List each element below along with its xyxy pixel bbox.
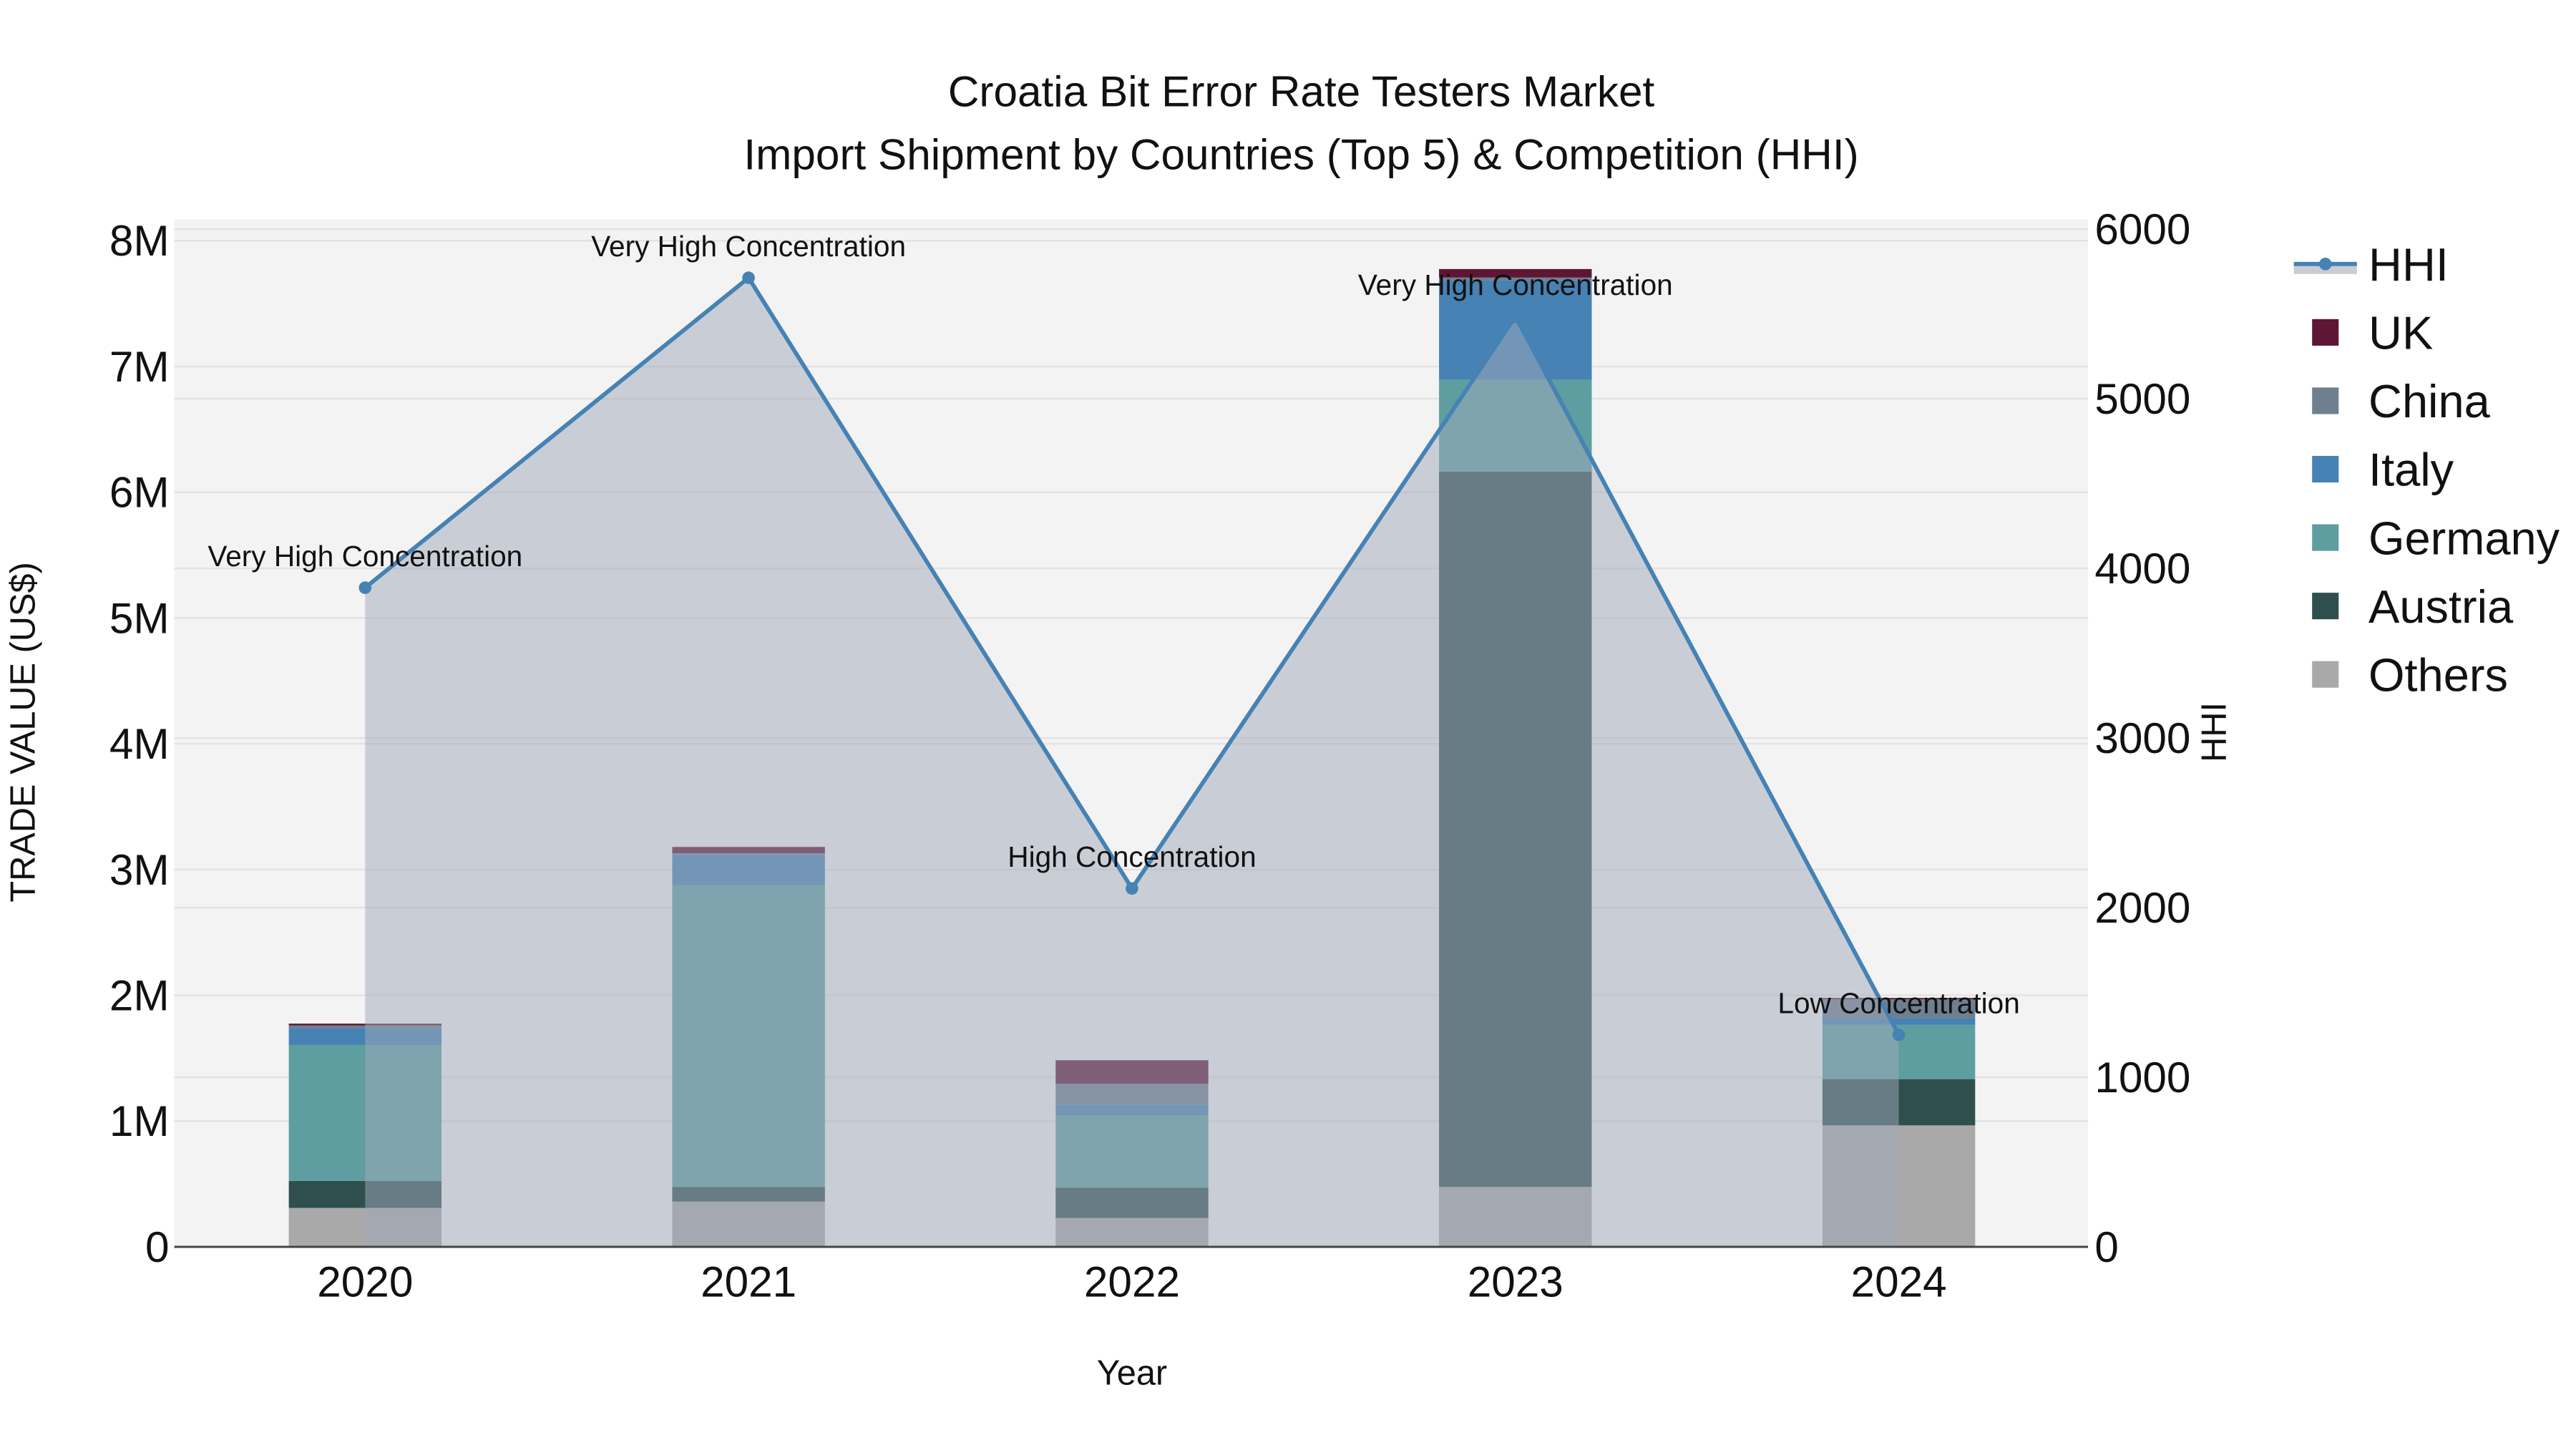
y-tick-label: 7M (109, 342, 170, 391)
legend-label: Germany (2368, 512, 2560, 564)
legend-swatch-icon (2312, 455, 2339, 483)
legend-item-china[interactable]: China (2312, 375, 2491, 427)
hhi-annotation: Low Concentration (1777, 987, 2019, 1020)
legend-item-austria[interactable]: Austria (2312, 580, 2514, 633)
bar-segment-china-2023[interactable] (1439, 277, 1592, 281)
chart-title-line1: Croatia Bit Error Rate Testers Market (948, 67, 1655, 115)
hhi-marker-2023[interactable] (1508, 310, 1522, 324)
legend-swatch-icon (2312, 524, 2339, 551)
y2-tick-label: 2000 (2094, 883, 2190, 932)
hhi-annotations: Very High Concentration Very High Concent… (208, 230, 2019, 1020)
hhi-annotation: Very High Concentration (208, 540, 522, 573)
hhi-marker-2020[interactable] (358, 581, 372, 594)
y-tick-label: 1M (109, 1097, 170, 1145)
hhi-marker-2021[interactable] (742, 271, 755, 284)
x-tick-label: 2021 (701, 1258, 796, 1306)
legend-item-uk[interactable]: UK (2312, 307, 2433, 359)
y-axis-title: TRADE VALUE (US$) (4, 562, 43, 902)
x-tick-label: 2022 (1084, 1258, 1180, 1306)
y2-tick-label: 1000 (2094, 1053, 2190, 1102)
bar-segment-italy-2024[interactable] (1822, 1018, 1976, 1025)
legend-item-italy[interactable]: Italy (2312, 444, 2454, 496)
y2-tick-label: 3000 (2094, 714, 2190, 762)
y2-tick-label: 5000 (2094, 374, 2190, 423)
x-axis-ticks: 2020 2021 2022 2023 2024 (317, 1258, 1946, 1306)
legend-swatch-icon (2312, 387, 2339, 414)
bar-segment-uk-2024[interactable] (1822, 998, 1976, 1000)
y2-axis-ticks: 0 1000 2000 3000 4000 5000 6000 (2094, 205, 2190, 1271)
x-tick-label: 2023 (1468, 1258, 1563, 1306)
hhi-annotation: Very High Concentration (1358, 268, 1673, 301)
y2-tick-label: 6000 (2094, 205, 2190, 253)
y2-tick-label: 4000 (2094, 544, 2190, 593)
legend-label: Italy (2368, 444, 2454, 496)
legend-swatch-icon (2312, 593, 2339, 620)
legend-item-germany[interactable]: Germany (2312, 512, 2560, 564)
y-tick-label: 4M (109, 719, 170, 768)
bar-segment-uk-2023[interactable] (1439, 268, 1592, 278)
legend: HHI UK China Italy Germany Austria Others (2293, 238, 2560, 701)
y2-axis-title: HHI (2195, 702, 2234, 762)
y-tick-label: 0 (145, 1223, 170, 1271)
legend-item-others[interactable]: Others (2312, 648, 2508, 701)
y-tick-label: 2M (109, 971, 170, 1019)
x-axis-title: Year (1097, 1354, 1167, 1393)
hhi-marker-2024[interactable] (1892, 1028, 1906, 1041)
y-tick-label: 5M (109, 593, 170, 642)
legend-label: HHI (2368, 238, 2449, 291)
legend-item-hhi[interactable]: HHI (2293, 238, 2449, 291)
hhi-line (358, 271, 1906, 1041)
hhi-area (365, 278, 1899, 1248)
legend-label: UK (2368, 307, 2433, 359)
hhi-annotation: High Concentration (1008, 840, 1256, 873)
hhi-annotation: Very High Concentration (591, 230, 906, 263)
legend-marker-icon (2318, 258, 2332, 271)
y-tick-label: 6M (109, 468, 170, 517)
hhi-fill (365, 278, 1899, 1248)
chart-title-line2: Import Shipment by Countries (Top 5) & C… (743, 130, 1858, 179)
legend-label: China (2368, 375, 2491, 427)
legend-label: Austria (2368, 580, 2514, 633)
hhi-marker-2022[interactable] (1126, 882, 1138, 895)
x-tick-label: 2024 (1851, 1258, 1947, 1306)
x-tick-label: 2020 (317, 1258, 413, 1306)
legend-label: Others (2368, 648, 2508, 701)
y-axis-ticks: 0 1M 2M 3M 4M 5M 6M 7M 8M (109, 216, 170, 1271)
y2-tick-label: 0 (2094, 1223, 2119, 1271)
y-tick-label: 8M (109, 216, 170, 265)
y-tick-label: 3M (109, 845, 170, 894)
legend-swatch-icon (2312, 319, 2339, 346)
legend-swatch-icon (2312, 661, 2339, 688)
